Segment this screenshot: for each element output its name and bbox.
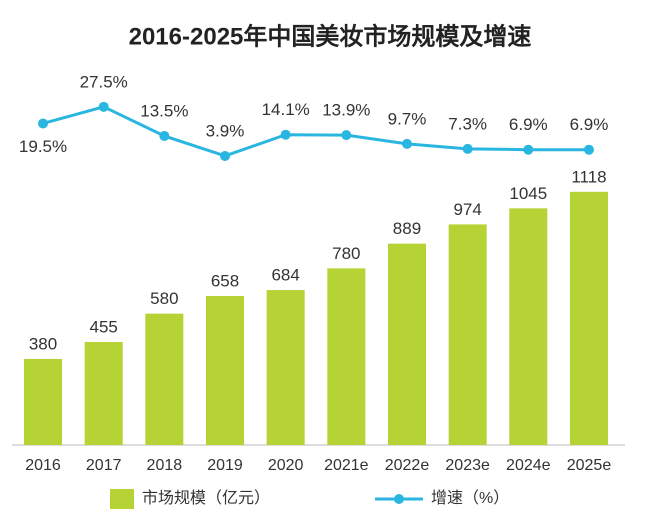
bar-label: 684 [271,266,299,285]
growth-line [42,105,589,158]
bar-label: 580 [150,289,178,308]
x-tick-label: 2019 [207,457,243,474]
bar [569,191,608,445]
bar-label: 974 [453,200,481,219]
growth-label: 27.5% [80,72,128,91]
legend-label: 增速（%） [431,489,509,507]
bar-label: 1045 [509,184,547,203]
growth-point [159,130,170,141]
bar [145,313,184,445]
x-tick-label: 2024e [506,457,551,474]
growth-point [280,129,291,140]
growth-point [462,143,473,154]
x-tick-label: 2023e [445,457,490,474]
bar [266,290,305,445]
bar [24,358,63,445]
bar [509,208,548,445]
legend-label: 市场规模（亿元） [142,489,270,507]
bar-label: 889 [393,219,421,238]
bar-label: 455 [90,317,118,336]
bar [387,243,426,445]
legend-point [394,494,404,504]
growth-label: 6.9% [509,115,548,134]
bar-label: 658 [211,271,239,290]
growth-point [38,118,49,129]
x-tick-label: 2020 [268,457,304,474]
growth-label: 3.9% [206,121,245,140]
growth-label: 14.1% [262,100,310,119]
chart-title: 2016-2025年中国美妆市场规模及增速 [129,22,532,50]
legend-swatch [110,489,134,509]
growth-point [583,144,594,155]
bar-label: 380 [29,334,57,353]
bar [327,268,366,445]
bar-label: 780 [332,244,360,263]
growth-label: 13.5% [140,101,188,120]
x-tick-label: 2018 [147,457,183,474]
x-tick-label: 2025e [567,457,612,474]
x-tick-label: 2016 [25,457,61,474]
bar-label: 1118 [571,167,606,186]
growth-point [220,150,231,161]
bar [206,295,245,445]
growth-point [341,130,352,141]
x-tick-label: 2022e [385,457,430,474]
bar [84,341,123,445]
growth-label: 19.5% [19,137,67,156]
bar [448,224,487,445]
growth-label: 13.9% [322,101,370,120]
x-tick-label: 2017 [86,457,122,474]
x-tick-label: 2021e [324,457,369,474]
growth-label: 7.3% [448,114,487,133]
growth-point [98,101,109,112]
growth-label: 9.7% [388,109,427,128]
growth-point [401,138,412,149]
growth-label: 6.9% [570,115,609,134]
growth-point [523,144,534,155]
